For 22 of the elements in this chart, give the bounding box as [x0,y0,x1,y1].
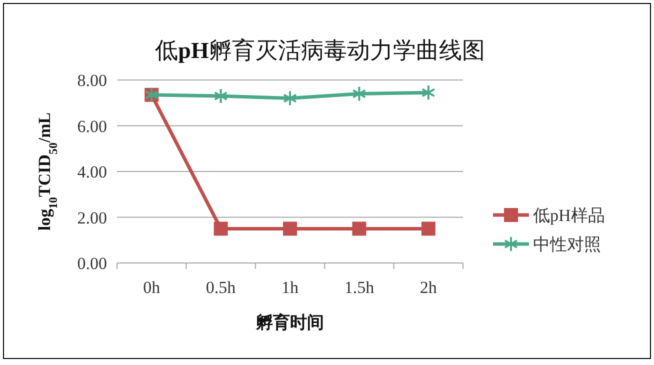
point [283,90,297,106]
legend-label: 低pH样品 [533,206,605,225]
x-tick-label: 1.5h [344,278,375,297]
y-tick-label: 2.00 [77,208,107,228]
x-tick-label: 1h [282,278,299,297]
y-tick-label: 4.00 [77,162,107,182]
point [421,84,436,101]
x-tick-label: 0h [143,278,161,297]
point [214,88,228,104]
x-tick-label: 0.5h [206,278,236,297]
x-tick-label: 2h [420,278,438,297]
point [421,222,436,236]
y-tick-label: 6.00 [77,116,107,136]
point [352,222,366,236]
point [283,222,297,236]
point [214,222,228,236]
point [352,86,366,102]
x-axis-title: 孵育时间 [255,312,324,332]
legend-label: 中性对照 [533,235,601,254]
y-tick-label: 0.00 [77,254,107,273]
chart-title: 低pH孵育灭活病毒动力学曲线图 [155,38,485,63]
y-tick-label: 8.00 [77,71,107,90]
